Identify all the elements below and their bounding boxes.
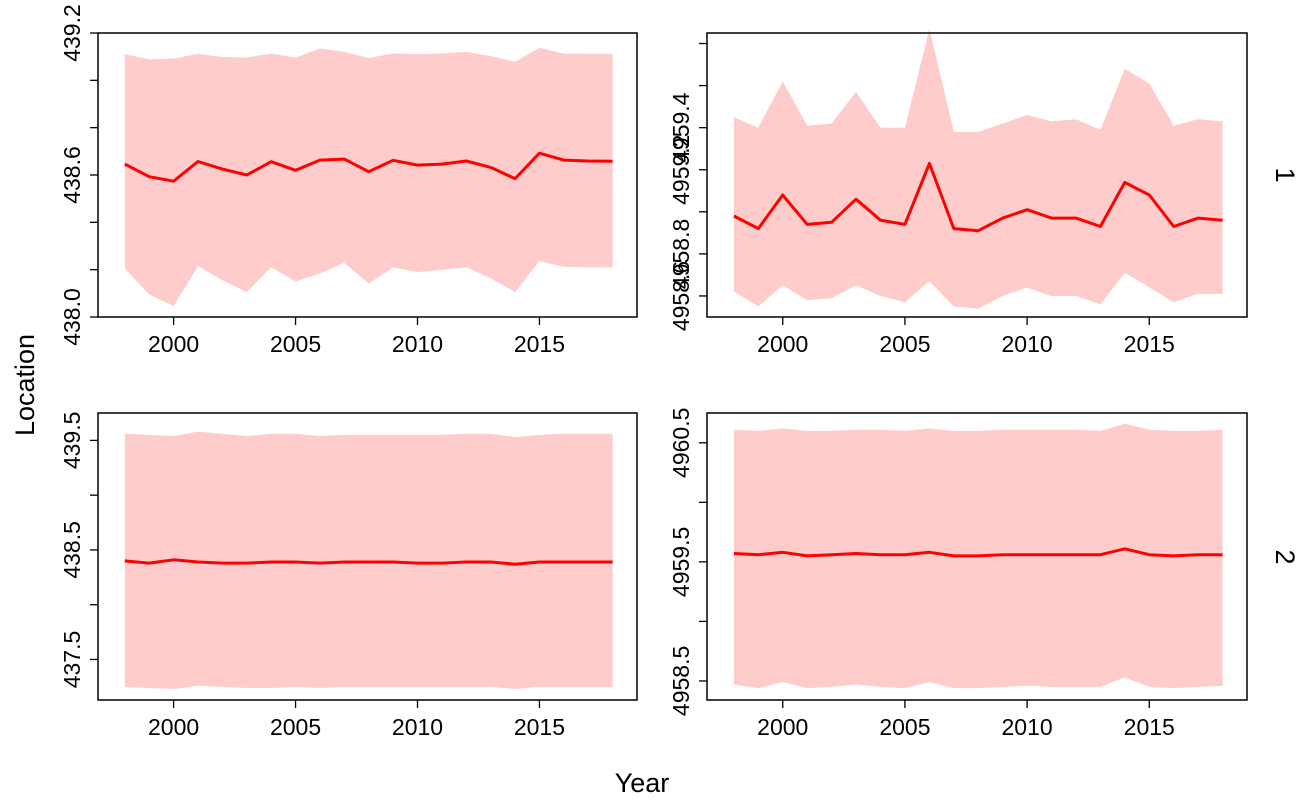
panel-frame [97,32,638,318]
interval-band-3 [124,431,613,689]
x-tick-label: 2000 [148,331,199,357]
y-tick-label: 4958.6 [668,261,694,331]
x-tick-label: 2005 [879,331,930,357]
y-tick-label: 4960.5 [668,408,694,478]
x-tick-label: 2000 [148,714,199,740]
y-axis-title: Location [10,334,40,436]
x-tick-label: 2010 [392,331,443,357]
y-tick-label: 4958.5 [668,646,694,716]
panel-1: 2000 2005 2010 2015 438.0 438.6 439.2 [59,4,638,357]
y-tick-label: 438.5 [59,521,85,579]
y-tick-label: 439.5 [59,412,85,470]
x-tick-label: 2010 [392,714,443,740]
mean-line-2 [733,161,1223,233]
y-tick-label: 439.2 [59,4,85,62]
y-tick-label: 4959.4 [668,92,694,163]
y-tick-label: 4959.2 [668,135,694,205]
y-tick-label: 4958.8 [668,219,694,289]
panel-3: 2000 2005 2010 2015 437.5 438.5 439.5 [59,412,638,740]
panel-frame [97,412,638,701]
y-tick-label: 4959.5 [668,527,694,597]
interval-band-1 [124,47,613,307]
row-label-2: 2 [1270,549,1300,564]
y-tick-label: 438.0 [59,288,85,346]
x-tick-label: 2005 [270,714,321,740]
x-tick-label: 2015 [1124,331,1175,357]
panel-4: 2000 2005 2010 2015 4958.5 4959.5 4960.5 [668,408,1248,740]
y-tick-label: 438.6 [59,146,85,204]
interval-band-2 [733,28,1223,309]
x-tick-label: 2015 [514,714,565,740]
x-tick-label: 2005 [879,714,930,740]
mean-line-4 [733,547,1223,558]
mean-line-3 [124,558,613,566]
mean-line-1 [124,151,613,183]
x-tick-label: 2015 [1124,714,1175,740]
x-tick-label: 2010 [1002,714,1053,740]
x-tick-label: 2010 [1002,331,1053,357]
panel-frame [706,412,1248,701]
row-label-1: 1 [1270,167,1300,182]
x-axis-title: Year [615,768,670,798]
x-tick-label: 2000 [757,714,808,740]
panel-frame [706,32,1248,318]
x-tick-label: 2005 [270,331,321,357]
y-tick-label: 437.5 [59,631,85,689]
x-tick-label: 2000 [757,331,808,357]
x-tick-label: 2015 [514,331,565,357]
